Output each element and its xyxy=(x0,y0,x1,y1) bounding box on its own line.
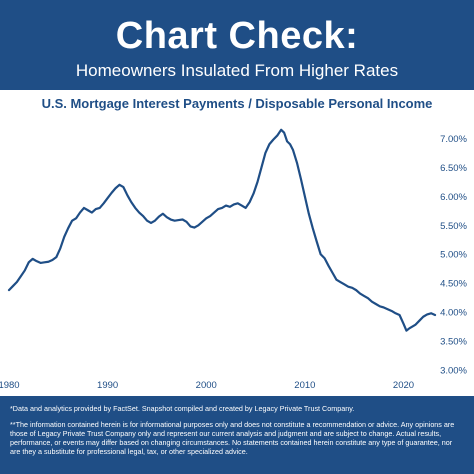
y-tick-label: 6.50% xyxy=(440,163,467,174)
x-tick-label: 1990 xyxy=(97,380,118,391)
y-tick-label: 3.50% xyxy=(440,337,467,348)
y-tick-label: 6.00% xyxy=(440,192,467,203)
x-tick-label: 2000 xyxy=(196,380,217,391)
y-tick-label: 5.50% xyxy=(440,221,467,232)
footer: *Data and analytics provided by FactSet.… xyxy=(0,396,474,474)
x-tick-label: 2020 xyxy=(393,380,414,391)
y-tick-label: 7.00% xyxy=(440,134,467,145)
chart-title: U.S. Mortgage Interest Payments / Dispos… xyxy=(41,96,433,111)
data-source-note: *Data and analytics provided by FactSet.… xyxy=(10,404,355,413)
y-tick-label: 3.00% xyxy=(440,366,467,377)
x-tick-label: 2010 xyxy=(294,380,315,391)
series-line xyxy=(7,128,437,332)
chart-panel: U.S. Mortgage Interest Payments / Dispos… xyxy=(0,90,474,396)
y-tick-label: 4.50% xyxy=(440,279,467,290)
page-title: Chart Check: xyxy=(115,15,359,57)
x-tick-label: 1980 xyxy=(0,380,20,391)
y-tick-label: 5.00% xyxy=(440,250,467,261)
line-chart: 3.00% 3.50% 4.00% 4.50% 5.00% 5.50% 6.00% 6.50%… xyxy=(0,128,468,391)
y-tick-label: 4.00% xyxy=(440,308,467,319)
header: Chart Check: Homeowners Insulated From H… xyxy=(0,0,474,90)
disclaimer-note: **The information contained herein is fo… xyxy=(10,420,455,456)
page-subtitle: Homeowners Insulated From Higher Rates xyxy=(75,61,399,80)
